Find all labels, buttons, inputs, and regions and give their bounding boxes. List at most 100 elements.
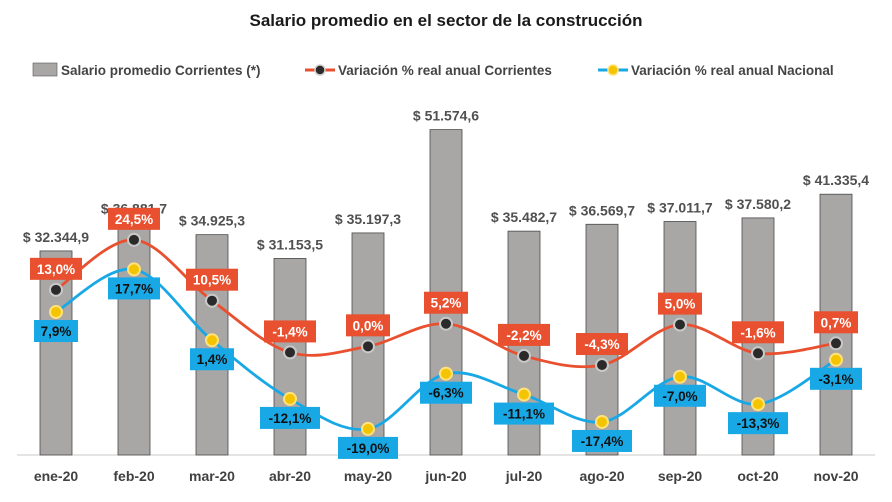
bar-value-label: $ 31.153,5 — [257, 236, 323, 252]
x-tick-label: sep-20 — [658, 468, 703, 484]
data-label-box-nacional — [810, 367, 862, 390]
point-corrientes — [361, 339, 375, 354]
point-nacional — [439, 366, 453, 381]
point-nacional — [751, 397, 765, 412]
x-tick-label: jun-20 — [424, 468, 466, 484]
data-label-nacional: -7,0% — [662, 389, 697, 404]
bar-value-label: $ 35.482,7 — [491, 209, 557, 225]
legend-item-corrientes: Variación % real anual Corrientes — [305, 63, 552, 78]
data-label-nacional: -6,3% — [428, 386, 463, 401]
data-label-box-corrientes — [814, 311, 858, 334]
legend-marker-nacional — [607, 64, 619, 76]
x-axis: ene-20 feb-20 mar-20 abr-20 may-20 jun-20 jul-… — [34, 468, 859, 484]
data-label-box-nacional — [728, 412, 788, 435]
bar-value-label: $ 41.335,4 — [803, 172, 869, 188]
point-nacional — [829, 352, 843, 367]
bar-value-label: $ 34.925,3 — [179, 213, 245, 229]
point-nacional — [673, 369, 687, 384]
legend-marker-corrientes — [314, 64, 326, 76]
data-label-box-corrientes — [30, 257, 82, 280]
data-label-corrientes: 0,0% — [353, 318, 384, 333]
legend: Salario promedio Corrientes (*) Variació… — [32, 62, 834, 78]
point-corrientes — [283, 345, 297, 360]
point-nacional — [517, 387, 531, 402]
data-label-box-nacional — [494, 402, 554, 425]
legend-item-nacional: Variación % real anual Nacional — [598, 63, 834, 78]
data-label-nacional: -3,1% — [818, 372, 853, 387]
x-tick-label: mar-20 — [189, 468, 235, 484]
point-corrientes — [439, 316, 453, 331]
legend-label-bars: Salario promedio Corrientes (*) — [61, 63, 261, 78]
data-label-nacional: 7,9% — [41, 324, 72, 339]
x-tick-label: oct-20 — [737, 468, 778, 484]
data-label-corrientes: 10,5% — [193, 273, 231, 288]
data-label-nacional: 1,4% — [197, 352, 228, 367]
point-corrientes — [673, 317, 687, 332]
bar — [117, 221, 151, 456]
x-tick-label: feb-20 — [113, 468, 154, 484]
x-tick-label: abr-20 — [269, 468, 311, 484]
data-label-box-nacional — [420, 381, 472, 404]
data-label-box-nacional — [260, 406, 320, 429]
point-nacional — [361, 421, 375, 436]
data-label-box-corrientes — [264, 320, 316, 343]
data-label-box-nacional — [190, 348, 234, 371]
data-label-box-nacional — [338, 436, 398, 459]
data-label-box-corrientes — [658, 292, 702, 315]
data-label-corrientes: 24,5% — [115, 212, 153, 227]
point-corrientes — [127, 232, 141, 247]
data-label-box-nacional — [572, 429, 632, 452]
data-label-box-corrientes — [498, 323, 550, 346]
labels-layer: $ 32.344,9$ 36.881,7$ 34.925,3$ 31.153,5… — [23, 108, 869, 459]
data-label-box-corrientes — [346, 314, 390, 337]
point-corrientes — [517, 348, 531, 363]
point-corrientes — [205, 293, 219, 308]
bar-value-label: $ 36.569,7 — [569, 202, 635, 218]
data-label-box-corrientes — [424, 291, 468, 314]
data-label-corrientes: -1,6% — [740, 325, 775, 340]
point-nacional — [595, 414, 609, 429]
point-nacional — [49, 304, 63, 319]
legend-label-corrientes: Variación % real anual Corrientes — [338, 63, 552, 78]
x-tick-label: ene-20 — [34, 468, 79, 484]
x-tick-label: may-20 — [344, 468, 392, 484]
data-label-box-corrientes — [576, 333, 628, 356]
point-nacional — [127, 262, 141, 277]
data-label-nacional: -11,1% — [503, 407, 545, 422]
data-label-nacional: 17,7% — [115, 281, 153, 296]
data-label-corrientes: 0,7% — [821, 315, 852, 330]
data-label-box-corrientes — [732, 321, 784, 344]
data-label-nacional: -17,4% — [581, 434, 624, 449]
data-label-corrientes: -4,3% — [584, 337, 619, 352]
data-label-box-nacional — [34, 319, 78, 342]
data-label-box-corrientes — [108, 207, 160, 230]
legend-item-bars: Salario promedio Corrientes (*) — [32, 62, 261, 78]
legend-label-nacional: Variación % real anual Nacional — [631, 63, 834, 78]
x-tick-label: jul-20 — [505, 468, 543, 484]
chart-title: Salario promedio en el sector de la cons… — [249, 11, 642, 30]
data-label-corrientes: -1,4% — [272, 324, 307, 339]
data-label-corrientes: 5,0% — [665, 297, 696, 312]
data-label-nacional: -19,0% — [347, 441, 390, 456]
point-corrientes — [751, 346, 765, 361]
point-corrientes — [595, 358, 609, 373]
data-label-corrientes: 13,0% — [37, 262, 75, 277]
x-tick-label: ago-20 — [579, 468, 624, 484]
bar — [663, 221, 697, 456]
point-corrientes — [829, 336, 843, 351]
legend-swatch-bars — [32, 62, 58, 77]
bar-value-label: $ 51.574,6 — [413, 108, 479, 124]
x-tick-label: nov-20 — [813, 468, 858, 484]
point-nacional — [205, 333, 219, 348]
data-label-box-nacional — [654, 384, 706, 407]
data-label-nacional: -12,1% — [269, 411, 312, 426]
point-nacional — [283, 391, 297, 406]
bar-value-label: $ 37.580,2 — [725, 196, 791, 212]
data-label-nacional: -13,3% — [737, 416, 780, 431]
data-label-box-nacional — [108, 277, 160, 300]
data-label-corrientes: -2,2% — [506, 328, 541, 343]
lines-layer — [49, 232, 843, 436]
bar-value-label: $ 37.011,7 — [647, 199, 713, 215]
data-label-corrientes: 5,2% — [431, 296, 462, 311]
